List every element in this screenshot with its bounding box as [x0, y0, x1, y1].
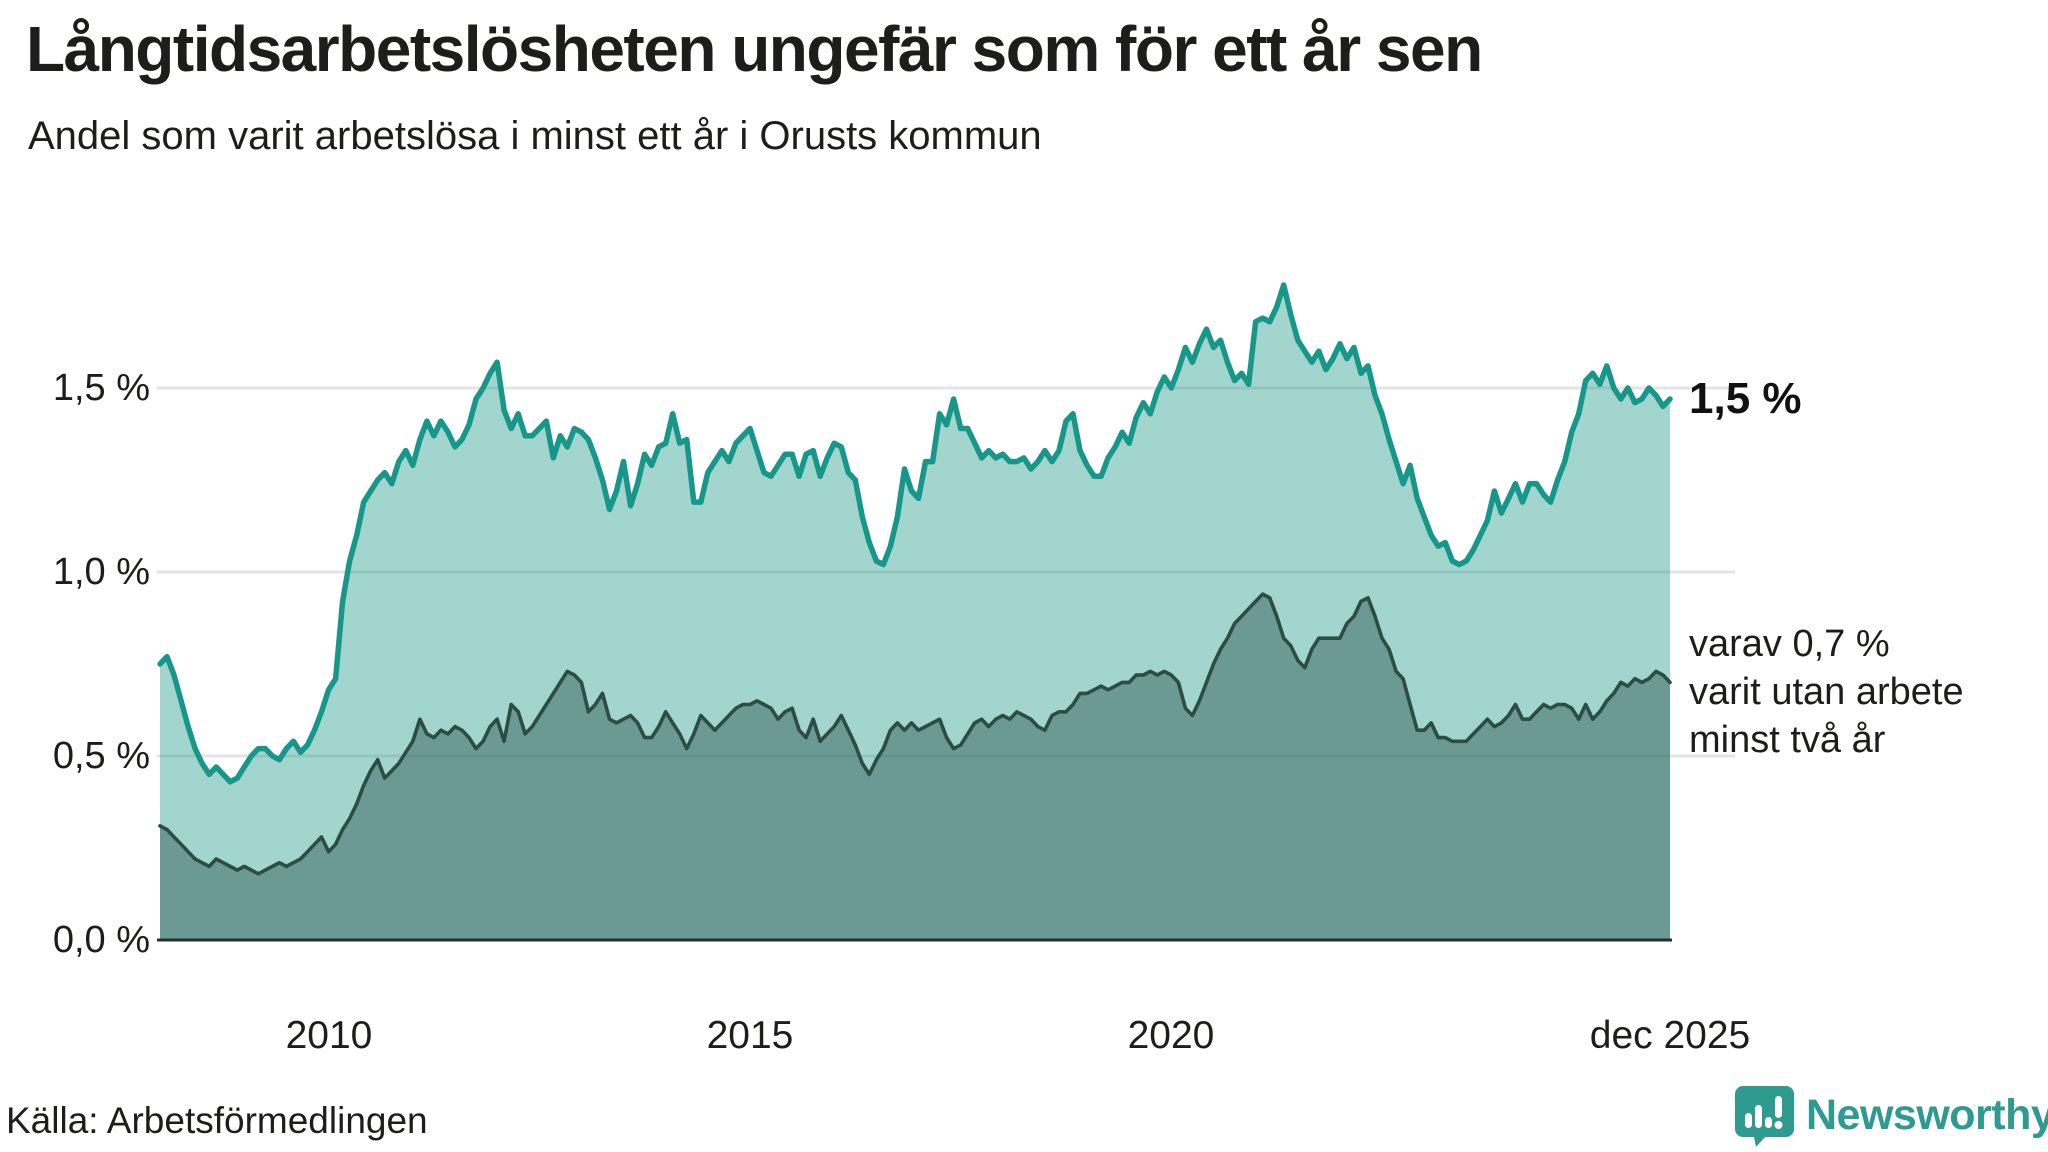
secondary-series-label-line1: varav 0,7 % [1689, 623, 1890, 665]
newsworthy-logo: Newsworthy [1733, 1084, 2048, 1147]
secondary-series-label-line2: varit utan arbete [1689, 671, 1964, 713]
y-tick-0-0: 0,0 % [52, 919, 150, 961]
page-title: Långtidsarbetslösheten ungefär som för e… [26, 13, 1483, 85]
latest-value-label: 1,5 % [1689, 374, 1802, 423]
subtitle: Andel som varit arbetslösa i minst ett å… [28, 114, 1042, 158]
y-tick-0-5: 0,5 % [52, 735, 150, 777]
secondary-series-label-line3: minst två år [1689, 719, 1886, 761]
source-attribution: Källa: Arbetsförmedlingen [6, 1100, 428, 1141]
newsworthy-wordmark: Newsworthy [1806, 1091, 2048, 1139]
x-tick-2010: 2010 [285, 1014, 373, 1057]
secondary-series-label: varav 0,7 % varit utan arbete minst två … [1689, 620, 1964, 764]
series-two-years-line [158, 592, 1672, 876]
newsworthy-speech-bubble-bars-icon [1735, 1086, 1794, 1147]
y-tick-1-5: 1,5 % [52, 367, 150, 409]
x-tick-dec-2025: dec 2025 [1589, 1014, 1751, 1057]
series-one-year-line [157, 282, 1673, 785]
x-tick-2015: 2015 [706, 1014, 794, 1057]
series-two-years-area [160, 594, 1670, 940]
y-tick-1-0: 1,0 % [52, 551, 150, 593]
gridlines [157, 386, 1735, 758]
x-tick-2020: 2020 [1127, 1014, 1215, 1057]
series-one-year-area [160, 285, 1670, 940]
